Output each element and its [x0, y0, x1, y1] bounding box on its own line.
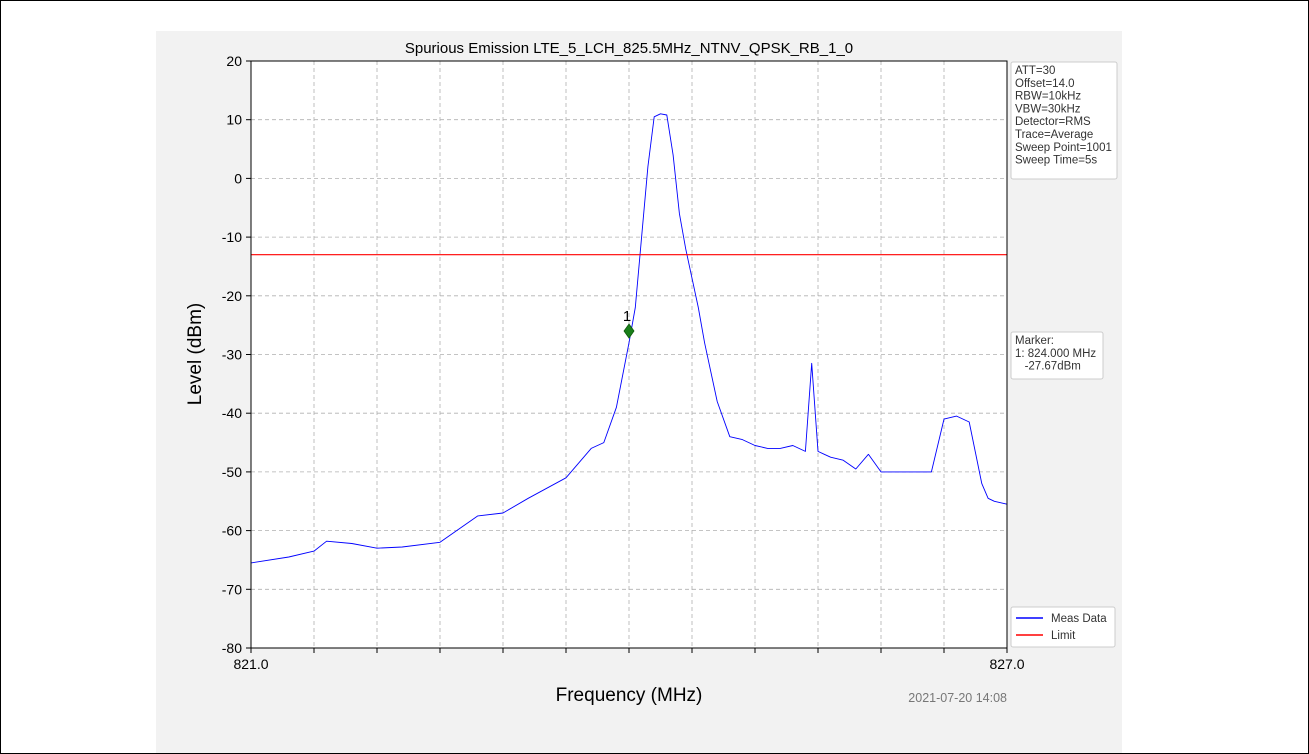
x-tick-label: 827.0 [989, 656, 1024, 672]
settings-line: Trace=Average [1015, 129, 1093, 141]
settings-line: RBW=10kHz [1015, 91, 1081, 103]
settings-line: Sweep Point=1001 [1015, 142, 1112, 154]
settings-line: Offset=14.0 [1015, 78, 1075, 90]
y-tick-label: 0 [234, 170, 242, 186]
y-tick-label: 10 [226, 112, 242, 128]
meas-data-line [250, 113, 1008, 564]
legend-frame [1010, 606, 1116, 648]
settings-line: VBW=30kHz [1015, 103, 1081, 115]
timestamp: 2021-07-20 14:08 [908, 691, 1007, 705]
y-tick-label: -40 [222, 405, 242, 421]
y-tick-label: -20 [222, 288, 242, 304]
y-tick-label: -30 [222, 347, 242, 363]
y-tick-label: -80 [222, 640, 242, 656]
y-tick-label: -70 [222, 581, 242, 597]
legend-label: Meas Data [1051, 613, 1107, 625]
y-tick-label: -50 [222, 464, 242, 480]
settings-line: Detector=RMS [1015, 116, 1091, 128]
y-tick-label: -60 [222, 523, 242, 539]
settings-box-frame [1010, 61, 1118, 180]
chart-title: Spurious Emission LTE_5_LCH_825.5MHz_NTN… [405, 40, 853, 57]
x-axis-label: Frequency (MHz) [556, 685, 703, 706]
marker-info-frame [1010, 331, 1104, 380]
legend-label: Limit [1051, 630, 1076, 642]
marker-info-line: -27.67dBm [1015, 361, 1081, 373]
legend: Meas Data Limit [1010, 606, 1116, 648]
series-layer: 1 [250, 113, 1008, 564]
marker-diamond [623, 323, 635, 339]
marker-info-box: Marker:1: 824.000 MHz -27.67dBm [1010, 331, 1104, 380]
marker-label: 1 [623, 308, 631, 325]
y-tick-label: 20 [226, 53, 242, 69]
settings-line: ATT=30 [1015, 65, 1055, 77]
settings-box: ATT=30Offset=14.0RBW=10kHzVBW=30kHzDetec… [1010, 61, 1118, 180]
marker-info-line: Marker: [1015, 335, 1054, 347]
marker-info-line: 1: 824.000 MHz [1015, 348, 1096, 360]
y-axis-label: Level (dBm) [185, 303, 206, 405]
settings-line: Sweep Time=5s [1015, 155, 1097, 167]
x-tick-label: 821.0 [233, 656, 268, 672]
y-tick-label: -10 [222, 229, 242, 245]
